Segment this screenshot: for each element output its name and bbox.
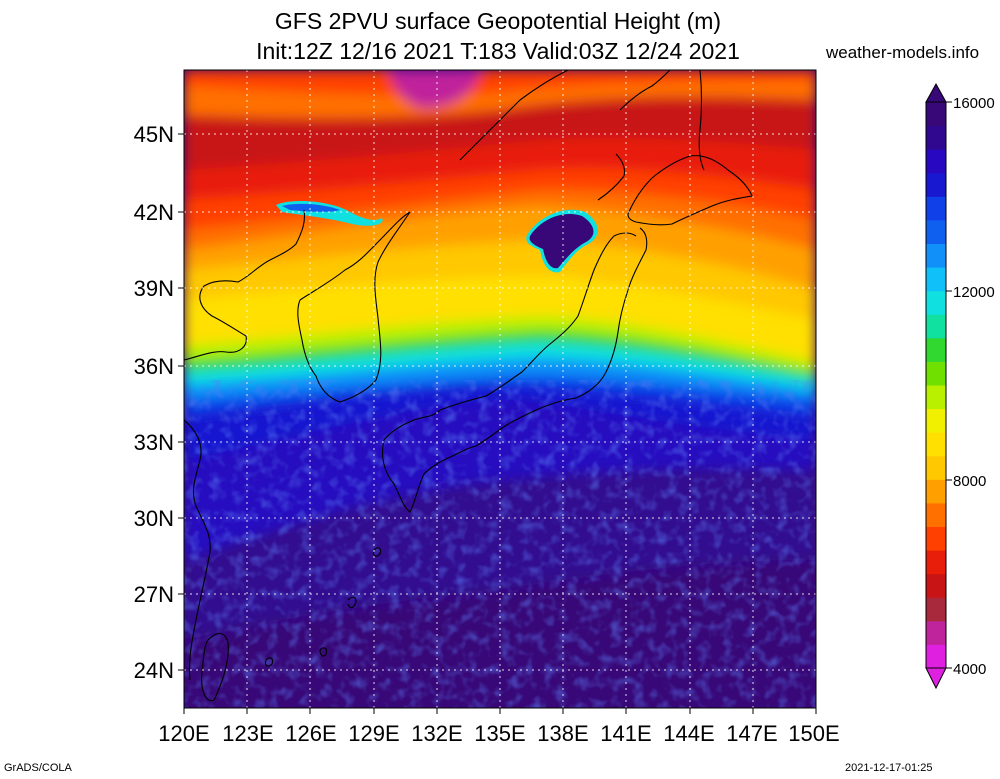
lat-tick-label: 42N — [134, 200, 174, 225]
colorbar-step — [926, 314, 946, 339]
chart-title: GFS 2PVU surface Geopotential Height (m) — [274, 8, 722, 34]
colorbar-step — [926, 573, 946, 598]
colorbar-step — [926, 455, 946, 480]
lon-axis: 120E 123E 126E 129E 132E 135E 138E 141E … — [158, 708, 840, 746]
colorbar-step — [926, 620, 946, 645]
site-credit: weather-models.info — [826, 43, 980, 62]
lon-tick-label: 126E — [285, 721, 336, 746]
lon-tick-label: 147E — [726, 721, 777, 746]
chart-subtitle: Init:12Z 12/16 2021 T:183 Valid:03Z 12/2… — [256, 38, 740, 64]
colorbar-step — [926, 149, 946, 174]
colorbar-label: 8000 — [953, 473, 986, 490]
lat-lon-grid — [184, 70, 816, 708]
colorbar-step — [926, 644, 946, 669]
coastlines — [184, 70, 753, 702]
colorbar-step — [926, 550, 946, 575]
colorbar-step — [926, 125, 946, 150]
colorbar-step — [926, 267, 946, 292]
lon-tick-label: 150E — [788, 721, 839, 746]
lat-tick-label: 45N — [134, 122, 174, 147]
colorbar-step — [926, 290, 946, 315]
lat-axis: 24N 27N 30N 33N 36N 39N 42N 45N — [134, 122, 184, 683]
colorbar-bottom-arrow — [925, 667, 947, 690]
lon-tick-label: 141E — [600, 721, 651, 746]
lat-tick-label: 30N — [134, 506, 174, 531]
colorbar-step — [926, 361, 946, 386]
lon-tick-label: 132E — [411, 721, 462, 746]
colorbar-step — [926, 219, 946, 244]
lon-tick-label: 144E — [663, 721, 714, 746]
colorbar-step — [926, 196, 946, 221]
footer-timestamp: 2021-12-17-01:25 — [845, 762, 933, 774]
colorbar-steps — [926, 102, 946, 669]
lon-tick-label: 138E — [537, 721, 588, 746]
colorbar-top-arrow — [925, 82, 947, 103]
lon-tick-label: 120E — [158, 721, 209, 746]
footer-software-credit: GrADS/COLA — [4, 762, 72, 774]
colorbar-step — [926, 408, 946, 433]
colorbar-label: 16000 — [953, 95, 995, 112]
lon-tick-label: 123E — [222, 721, 273, 746]
lon-tick-label: 129E — [348, 721, 399, 746]
lon-tick-label: 135E — [474, 721, 525, 746]
colorbar-label: 12000 — [953, 284, 995, 301]
colorbar-step — [926, 479, 946, 504]
colorbar-step — [926, 432, 946, 457]
colorbar-step — [926, 385, 946, 410]
lat-tick-label: 27N — [134, 582, 174, 607]
lat-tick-label: 24N — [134, 658, 174, 683]
colorbar-step — [926, 102, 946, 127]
lat-tick-label: 33N — [134, 430, 174, 455]
lat-tick-label: 39N — [134, 276, 174, 301]
colorbar-step — [926, 526, 946, 551]
colorbar-step — [926, 243, 946, 268]
colorbar-label: 4000 — [953, 661, 986, 678]
colorbar-step — [926, 172, 946, 197]
colorbar-step — [926, 597, 946, 622]
colorbar-step — [926, 337, 946, 362]
colorbar: 16000 12000 8000 4000 — [925, 82, 995, 690]
lat-tick-label: 36N — [134, 354, 174, 379]
colorbar-step — [926, 502, 946, 527]
